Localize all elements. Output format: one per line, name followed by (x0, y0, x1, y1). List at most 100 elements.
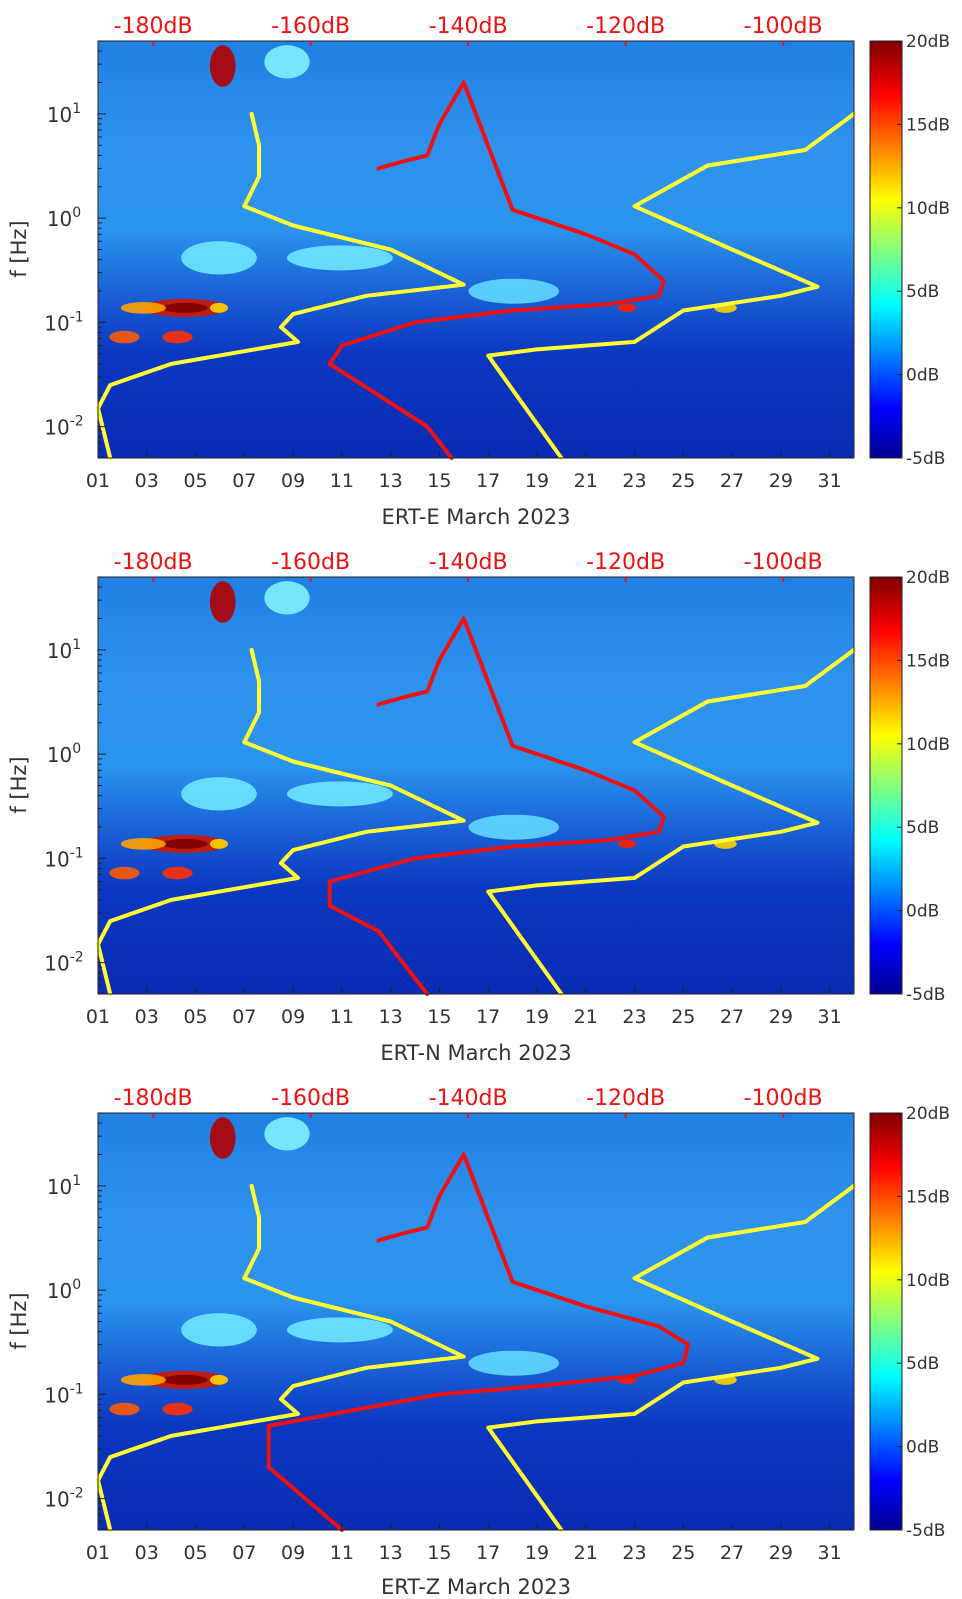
x-tick-label: 03 (135, 1006, 159, 1028)
colorbar-tick-label: 0dB (906, 1438, 939, 1458)
colorbar-tick-label: 15dB (906, 1187, 950, 1207)
x-tick-label: 09 (281, 1006, 305, 1028)
x-tick-label: 01 (86, 470, 110, 492)
energy-blob (109, 866, 140, 880)
x-tick-label: 11 (330, 1006, 354, 1028)
colorbar-ticks: 20dB 15dB 10dB 5dB 0dB -5dB (897, 1104, 950, 1541)
colorbar-tick-label: 0dB (906, 366, 939, 386)
x-axis-ticks: 01 03 05 07 09 11 13 15 17 19 21 23 25 27 29 31 (86, 987, 842, 1028)
y-axis-label: f [Hz] (7, 1292, 31, 1349)
energy-blob (162, 1402, 193, 1416)
colorbar-tick-label: 15dB (906, 115, 950, 135)
top-tick-label: -180dB (114, 14, 193, 39)
colorbar-tick-label: 5dB (906, 818, 939, 838)
energy-blob (287, 1317, 393, 1343)
x-tick-label: 23 (622, 470, 646, 492)
x-tick-label: 23 (622, 1006, 646, 1028)
x-tick-label: 07 (232, 1542, 256, 1564)
colorbar-tick-label: 10dB (906, 1271, 950, 1291)
model-curve-2 (327, 80, 666, 460)
x-tick-label: 29 (769, 470, 793, 492)
x-tick-label: 25 (671, 1542, 695, 1564)
top-tick-label: -160dB (271, 1086, 350, 1111)
colorbar-tick-label: 5dB (906, 1354, 939, 1374)
model-curve-2 (327, 616, 666, 996)
x-tick-label: 05 (183, 1006, 207, 1028)
y-axis-label: f [Hz] (7, 756, 31, 813)
y-tick-label: 101 (47, 1173, 81, 1199)
y-tick-label: 10-1 (44, 845, 83, 871)
top-tick-label: -140dB (429, 14, 508, 39)
top-tick-label: -100dB (744, 550, 823, 575)
x-tick-label: 01 (86, 1006, 110, 1028)
energy-blob (209, 838, 229, 849)
colorbar-tick-label: -5dB (906, 1521, 945, 1541)
x-tick-label: 29 (769, 1542, 793, 1564)
y-axis-ticks: 101 100 10-1 10-2 (44, 1112, 106, 1531)
x-tick-label: 29 (769, 1006, 793, 1028)
model-curve-2 (266, 1152, 691, 1532)
energy-blob (468, 814, 560, 840)
energy-blob (209, 1117, 236, 1159)
energy-blobs (109, 45, 737, 344)
top-tick-label: -180dB (114, 1086, 193, 1111)
x-tick-label: 27 (720, 1542, 744, 1564)
spectrogram-panel-ert-n: 01 03 05 07 09 11 13 15 17 19 21 23 25 27 29 31 1011001… (7, 550, 950, 1065)
colorbar-tick-label: 20dB (906, 568, 950, 588)
top-db-axis: -180dB -160dB -140dB -120dB -100dB (114, 550, 823, 582)
top-tick-label: -120dB (586, 14, 665, 39)
x-tick-label: 25 (671, 1006, 695, 1028)
x-tick-label: 15 (427, 1006, 451, 1028)
x-tick-label: 17 (476, 1006, 500, 1028)
top-tick-label: -160dB (271, 14, 350, 39)
model-curve-0 (96, 647, 466, 996)
y-tick-label: 100 (47, 1277, 81, 1303)
energy-blob (209, 45, 236, 87)
colorbar-tick-label: 10dB (906, 735, 950, 755)
x-tick-label: 13 (379, 1542, 403, 1564)
energy-blob (162, 302, 208, 313)
energy-blob (209, 1374, 229, 1385)
energy-blob (109, 1402, 140, 1416)
energy-blob (181, 777, 257, 811)
x-tick-label: 21 (574, 1542, 598, 1564)
y-axis-label: f [Hz] (7, 220, 31, 277)
colorbar-ticks: 20dB 15dB 10dB 5dB 0dB -5dB (897, 568, 950, 1005)
top-tick-label: -140dB (429, 1086, 508, 1111)
x-tick-label: 15 (427, 1542, 451, 1564)
x-tick-label: 31 (818, 1006, 842, 1028)
spectrogram-panel-ert-z: 01 03 05 07 09 11 13 15 17 19 21 23 25 27 29 31 1011001… (7, 1086, 950, 1599)
top-tick-label: -120dB (586, 550, 665, 575)
y-tick-label: 101 (47, 101, 81, 127)
top-tick-label: -160dB (271, 550, 350, 575)
energy-blob (209, 302, 229, 313)
x-tick-label: 31 (818, 1542, 842, 1564)
colorbar-tick-label: 20dB (906, 32, 950, 52)
model-curves (96, 616, 856, 996)
x-tick-label: 19 (525, 1542, 549, 1564)
colorbar-tick-label: 5dB (906, 282, 939, 302)
x-tick-label: 05 (183, 470, 207, 492)
y-tick-label: 101 (47, 637, 81, 663)
y-tick-label: 100 (47, 741, 81, 767)
x-tick-label: 19 (525, 1006, 549, 1028)
x-axis-label: ERT-E March 2023 (382, 505, 571, 529)
energy-blob (162, 838, 208, 849)
x-tick-label: 23 (622, 1542, 646, 1564)
x-tick-label: 11 (330, 1542, 354, 1564)
colorbar-tick-label: 15dB (906, 651, 950, 671)
x-tick-label: 01 (86, 1542, 110, 1564)
y-tick-label: 10-2 (44, 1486, 83, 1512)
x-tick-label: 21 (574, 470, 598, 492)
x-tick-label: 13 (379, 470, 403, 492)
x-tick-label: 13 (379, 1006, 403, 1028)
x-axis-label: ERT-N March 2023 (380, 1041, 571, 1065)
top-tick-label: -140dB (429, 550, 508, 575)
x-axis-label: ERT-Z March 2023 (381, 1575, 571, 1599)
energy-blob (120, 838, 167, 850)
energy-blob (120, 302, 167, 314)
x-tick-label: 31 (818, 470, 842, 492)
model-curves (96, 80, 856, 460)
spectrogram-panel-ert-e: 01 03 05 07 09 11 13 15 17 19 21 23 25 27 29 31 1011001… (7, 14, 950, 529)
x-tick-label: 07 (232, 470, 256, 492)
